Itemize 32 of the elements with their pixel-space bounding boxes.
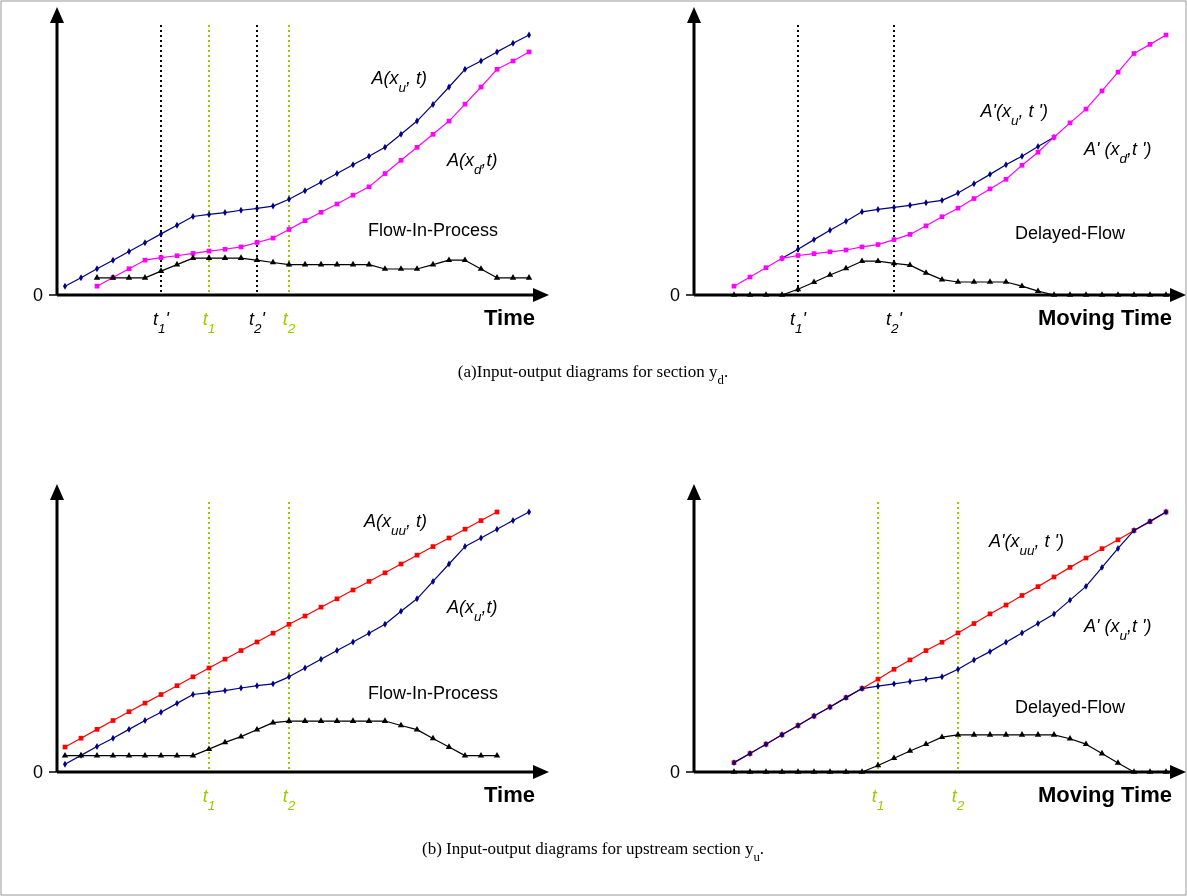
x-axis-title: Time (484, 305, 535, 330)
x-tick-label: t$_{2}$ (282, 786, 296, 813)
x-tick-label: t$_{1}$ (202, 786, 216, 813)
text: Delayed-Flow (1014, 223, 1127, 244)
x-tick-label: t$_{2}$' (249, 309, 266, 336)
x-axis-title: Time (484, 782, 535, 807)
series-label: A' (x$_{u}$,t ') (1083, 616, 1152, 643)
text: (a)Input-output diagrams for section y$_{d}$. (457, 362, 729, 387)
series-label: A(x$_{u}$,t) (446, 597, 498, 624)
series-label: Delayed-Flow (1014, 696, 1127, 717)
series-label: A(x$_{d}$,t) (446, 150, 498, 177)
x-tick-label: t$_{1}$' (790, 309, 807, 336)
x-axis-title: Moving Time (1037, 305, 1172, 330)
x-tick-label: t$_{1}$' (153, 309, 170, 336)
x-tick-label: t$_{2}$ (282, 309, 296, 336)
series-label: A' (x$_{d}$,t ') (1083, 138, 1152, 166)
text: 0 (32, 762, 43, 783)
text: 0 (32, 285, 43, 306)
series-label: A(x$_{uu}$, t) (362, 510, 427, 538)
series-label: A'(x$_{u}$, t ') (979, 101, 1048, 128)
x-tick-label: t$_{1}$ (871, 786, 885, 813)
series-label: Flow-In-Process (367, 220, 499, 241)
x-tick-label: t$_{2}$' (886, 309, 903, 336)
x-tick-label: t$_{1}$ (202, 309, 216, 336)
text: 0 (669, 762, 680, 783)
x-axis-title: Moving Time (1037, 782, 1172, 807)
text: 0 (669, 285, 680, 306)
series-label: A'(x$_{uu}$, t ') (988, 531, 1064, 558)
text: (b) Input-output diagrams for upstream section y$_{u}$. (421, 839, 765, 864)
series-label: Flow-In-Process (367, 683, 499, 704)
series-label: A(x$_{u}$, t) (370, 68, 427, 95)
x-tick-label: t$_{2}$ (951, 786, 965, 813)
